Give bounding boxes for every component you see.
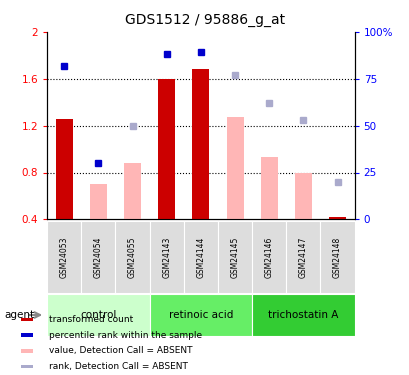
Text: retinoic acid: retinoic acid — [168, 310, 233, 320]
Bar — [20, 318, 33, 321]
Text: agent: agent — [4, 310, 34, 320]
Bar — [226, 117, 243, 219]
Bar — [20, 365, 33, 368]
Bar — [260, 157, 277, 219]
Bar — [90, 184, 107, 219]
Bar — [56, 118, 72, 219]
Text: value, Detection Call = ABSENT: value, Detection Call = ABSENT — [49, 346, 192, 355]
Bar — [328, 217, 345, 219]
Bar — [149, 221, 183, 292]
Text: rank, Detection Call = ABSENT: rank, Detection Call = ABSENT — [49, 362, 188, 371]
Bar — [115, 221, 149, 292]
Text: control: control — [80, 310, 116, 320]
Bar — [158, 79, 175, 219]
Bar — [20, 349, 33, 352]
Bar — [149, 294, 252, 336]
Bar — [20, 333, 33, 337]
Text: GSM24055: GSM24055 — [128, 236, 137, 278]
Bar — [124, 163, 141, 219]
Text: GSM24053: GSM24053 — [60, 236, 69, 278]
Bar — [285, 221, 320, 292]
Bar — [81, 221, 115, 292]
Bar — [320, 221, 354, 292]
Bar — [183, 221, 218, 292]
Text: transformed count: transformed count — [49, 315, 133, 324]
Text: GSM24145: GSM24145 — [230, 236, 239, 278]
Text: GSM24144: GSM24144 — [196, 236, 205, 278]
Bar — [192, 69, 209, 219]
Text: GSM24054: GSM24054 — [94, 236, 103, 278]
Bar — [218, 221, 252, 292]
Text: GSM24148: GSM24148 — [332, 236, 341, 278]
Bar — [252, 294, 354, 336]
Text: GSM24143: GSM24143 — [162, 236, 171, 278]
Bar — [47, 221, 81, 292]
Text: GSM24147: GSM24147 — [298, 236, 307, 278]
Text: GSM24146: GSM24146 — [264, 236, 273, 278]
Bar — [294, 172, 311, 219]
Text: GDS1512 / 95886_g_at: GDS1512 / 95886_g_at — [125, 13, 284, 27]
Text: trichostatin A: trichostatin A — [267, 310, 338, 320]
Bar — [47, 294, 149, 336]
Text: percentile rank within the sample: percentile rank within the sample — [49, 331, 202, 340]
Bar — [252, 221, 285, 292]
